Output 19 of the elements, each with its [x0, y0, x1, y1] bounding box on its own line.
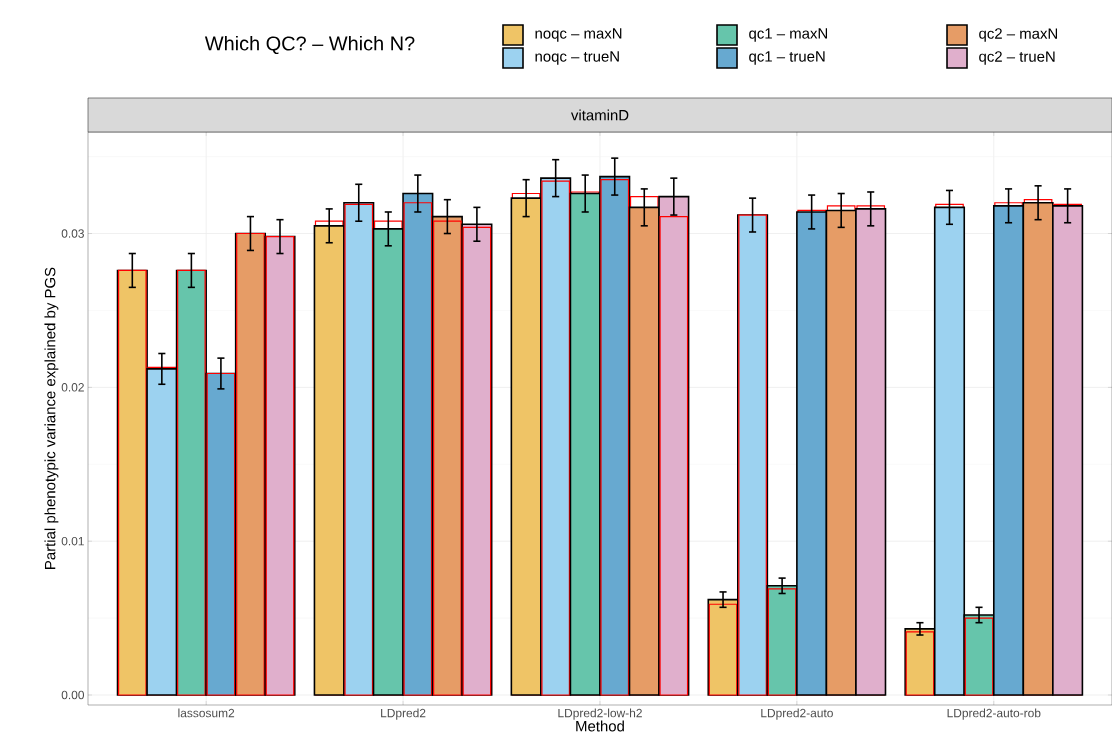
- y-tick-label: 0.03: [61, 229, 84, 238]
- y-tick-label: 0.02: [61, 383, 84, 392]
- y-tick-label: 0.00: [61, 690, 85, 700]
- legend-label: qc2 – maxN: [979, 28, 1058, 42]
- y-axis-title: Partial phenotypic variance explained by PGS: [44, 267, 59, 569]
- x-tick-label: LDpred2-auto-rob: [947, 708, 1041, 720]
- legend-label: noqc – trueN: [535, 51, 619, 65]
- x-tick-label: lassosum2: [178, 708, 235, 718]
- legend-label: qc1 – trueN: [749, 51, 825, 65]
- legend-label: noqc – maxN: [535, 28, 622, 42]
- chart-title: vitaminD: [570, 109, 629, 121]
- y-tick-label: 0.01: [61, 536, 84, 546]
- x-tick-label: LDpred2-low-h2: [558, 708, 642, 720]
- legend-label: qc1 – maxN: [749, 28, 828, 42]
- legend-title: Which QC? – Which N?: [204, 35, 415, 55]
- x-tick-label: LDpred2-auto: [761, 708, 833, 720]
- legend-label: qc2 – trueN: [979, 51, 1055, 65]
- x-tick-label: LDpred2: [381, 708, 426, 720]
- x-axis-title: Method: [576, 720, 624, 732]
